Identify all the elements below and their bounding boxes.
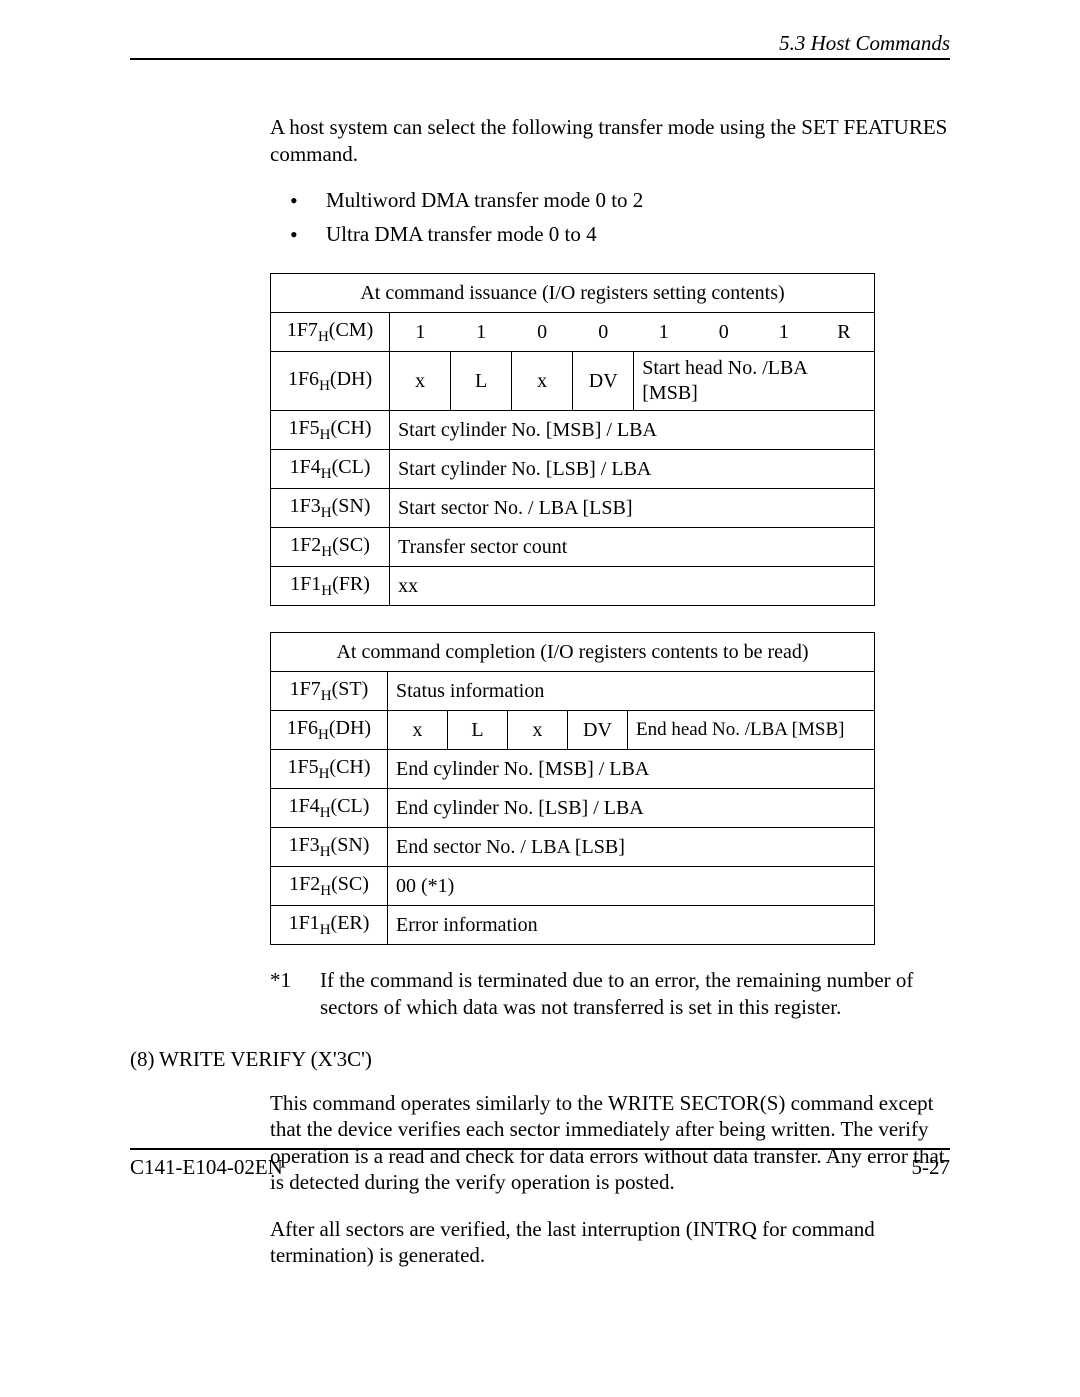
footnote-text: If the command is terminated due to an e… [320,967,950,1020]
desc-cell: Start head No. /LBA [MSB] [634,352,875,411]
reg-cell: 1F1H(FR) [271,567,390,606]
desc-cell: Transfer sector count [390,528,875,567]
reg-cell: 1F1H(ER) [271,906,388,945]
bit-cell: 0 [694,313,754,352]
bit-cell: x [508,711,568,750]
desc-cell: 00 (*1) [388,867,875,906]
desc-cell: End sector No. / LBA [LSB] [388,828,875,867]
reg-cell: 1F2H(SC) [271,867,388,906]
bullet-item: Multiword DMA transfer mode 0 to 2 [290,187,950,213]
bit-cell: 0 [512,313,573,352]
reg-cell: 1F2H(SC) [271,528,390,567]
desc-cell: Start cylinder No. [LSB] / LBA [390,450,875,489]
reg-cell: 1F6H(DH) [271,352,390,411]
intro-paragraph: A host system can select the following t… [270,114,950,167]
bit-cell: DV [568,711,628,750]
bit-cell: 1 [754,313,814,352]
reg-cell: 1F5H(CH) [271,750,388,789]
bit-cell: 1 [634,313,694,352]
reg-cell: 1F3H(SN) [271,489,390,528]
reg-cell: 1F4H(CL) [271,450,390,489]
desc-cell: Error information [388,906,875,945]
page-footer: C141-E104-02EN 5-27 [130,1148,950,1180]
desc-cell: Status information [388,672,875,711]
bit-cell: x [388,711,448,750]
bullet-list: Multiword DMA transfer mode 0 to 2 Ultra… [290,187,950,248]
desc-cell: End cylinder No. [LSB] / LBA [388,789,875,828]
bit-cell: 1 [451,313,512,352]
footer-doc-id: C141-E104-02EN [130,1154,283,1180]
bit-cell: 1 [390,313,451,352]
footnote: *1 If the command is terminated due to a… [270,967,950,1020]
reg-cell: 1F6H(DH) [271,711,388,750]
reg-cell: 1F7H(ST) [271,672,388,711]
bit-cell: x [512,352,573,411]
reg-cell: 1F5H(CH) [271,411,390,450]
desc-cell: Start cylinder No. [MSB] / LBA [390,411,875,450]
table-title: At command completion (I/O registers con… [271,633,875,672]
completion-table: At command completion (I/O registers con… [270,632,875,945]
bit-cell: L [448,711,508,750]
page-header: 5.3 Host Commands [130,30,950,60]
section-paragraph: After all sectors are verified, the last… [270,1216,950,1269]
bullet-item: Ultra DMA transfer mode 0 to 4 [290,221,950,247]
section-title: WRITE VERIFY (X'3C') [159,1046,372,1072]
reg-cell: 1F7H(CM) [271,313,390,352]
footer-page-num: 5-27 [912,1154,951,1180]
desc-cell: xx [390,567,875,606]
bit-cell: L [451,352,512,411]
bit-cell: x [390,352,451,411]
footnote-mark: *1 [270,967,320,1020]
section-number: (8) [130,1046,159,1072]
desc-cell: End head No. /LBA [MSB] [628,711,875,750]
desc-cell: End cylinder No. [MSB] / LBA [388,750,875,789]
bit-cell: 0 [573,313,634,352]
reg-cell: 1F3H(SN) [271,828,388,867]
table-title: At command issuance (I/O registers setti… [271,274,875,313]
bit-cell: DV [573,352,634,411]
section-heading: (8) WRITE VERIFY (X'3C') [130,1046,950,1072]
desc-cell: Start sector No. / LBA [LSB] [390,489,875,528]
issuance-table: At command issuance (I/O registers setti… [270,273,875,606]
bit-cell: R [814,313,875,352]
reg-cell: 1F4H(CL) [271,789,388,828]
